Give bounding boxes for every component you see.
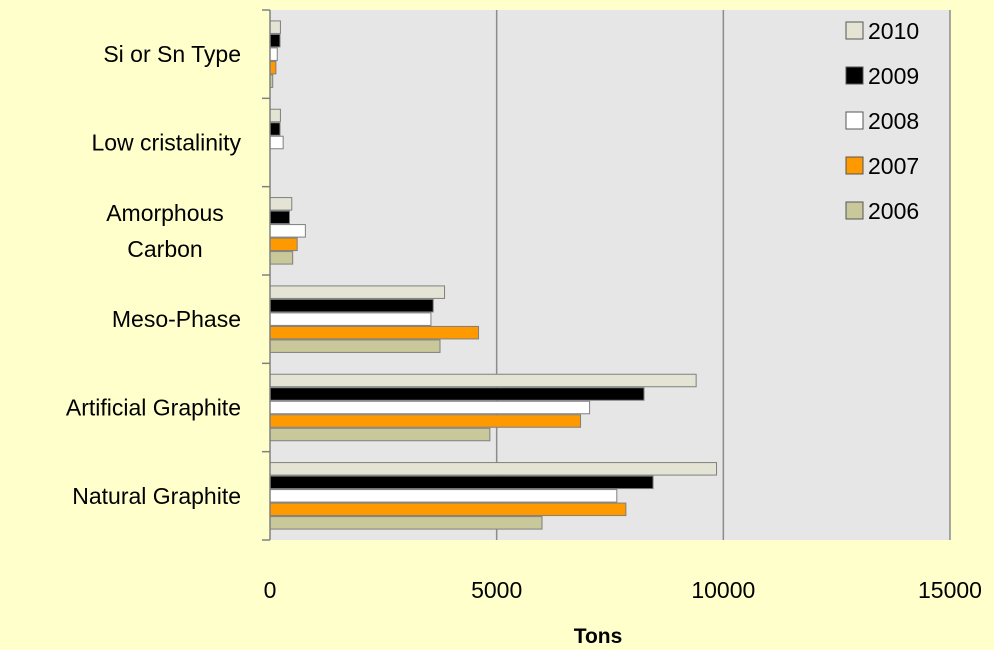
category-label: Meso-Phase bbox=[112, 306, 241, 332]
bar-2006-2 bbox=[269, 251, 294, 265]
bar-2008-4 bbox=[269, 400, 591, 415]
category-label: Si or Sn Type bbox=[103, 41, 241, 67]
bar-2006-5 bbox=[269, 516, 543, 530]
bar-2010-2 bbox=[269, 197, 293, 211]
bar-2006-4 bbox=[269, 427, 491, 442]
bar-2009-1 bbox=[269, 122, 281, 136]
category-label: Artificial Graphite bbox=[66, 395, 241, 421]
category-label: Amorphous bbox=[106, 200, 224, 226]
bar-2009-2 bbox=[269, 210, 290, 225]
category-labels: Si or Sn Type Low cristalinity Amorphous Ca… bbox=[66, 41, 242, 509]
x-tick-label: 15000 bbox=[918, 577, 982, 603]
bar-2008-2 bbox=[269, 224, 306, 238]
x-tick-label: 10000 bbox=[691, 577, 755, 603]
legend-label-2007: 2007 bbox=[868, 153, 919, 179]
legend-label-2006: 2006 bbox=[868, 198, 919, 224]
bar-2009-4 bbox=[269, 387, 645, 401]
category-label: Carbon bbox=[127, 236, 202, 262]
legend-swatch-2006 bbox=[845, 201, 864, 220]
legend-swatch-2010 bbox=[845, 21, 864, 40]
bar-2009-5 bbox=[269, 475, 654, 490]
x-tick-label: 5000 bbox=[471, 577, 522, 603]
bar-2008-0 bbox=[269, 47, 278, 61]
bar-2006-3 bbox=[269, 339, 441, 353]
legend-label-2008: 2008 bbox=[868, 108, 919, 134]
gridlines bbox=[495, 10, 951, 540]
legend-swatch-2007 bbox=[845, 156, 864, 175]
category-label: Natural Graphite bbox=[72, 483, 241, 509]
bar-2007-0 bbox=[269, 60, 277, 75]
x-axis-title: Tons bbox=[574, 625, 623, 648]
bar-2008-5 bbox=[269, 489, 618, 503]
legend-label-2009: 2009 bbox=[868, 63, 919, 89]
plot-area bbox=[270, 10, 950, 540]
bar-2007-5 bbox=[269, 502, 627, 517]
bar-2009-3 bbox=[269, 298, 434, 313]
bar-2007-2 bbox=[269, 237, 298, 252]
bar-2010-3 bbox=[269, 285, 446, 299]
x-tick-labels: 0 5000 10000 15000 bbox=[264, 577, 982, 603]
legend-swatch-2009 bbox=[845, 66, 864, 85]
x-tick-label: 0 bbox=[264, 577, 277, 603]
bar-2007-4 bbox=[269, 414, 582, 428]
axes bbox=[262, 9, 271, 541]
bar-2009-0 bbox=[269, 33, 281, 48]
bar-2010-4 bbox=[269, 373, 697, 388]
bar-2007-3 bbox=[269, 325, 480, 340]
legend-swatch-2008 bbox=[845, 111, 864, 130]
bar-2008-3 bbox=[269, 312, 432, 326]
bar-2010-1 bbox=[269, 108, 281, 123]
bar-2008-1 bbox=[269, 135, 284, 150]
bars bbox=[269, 20, 718, 530]
legend-label-2010: 2010 bbox=[868, 18, 919, 44]
bar-2010-0 bbox=[269, 20, 281, 34]
legend: 2010 2009 2008 2007 2006 bbox=[845, 18, 919, 224]
category-label: Low cristalinity bbox=[91, 130, 241, 156]
bar-2010-5 bbox=[269, 462, 718, 476]
